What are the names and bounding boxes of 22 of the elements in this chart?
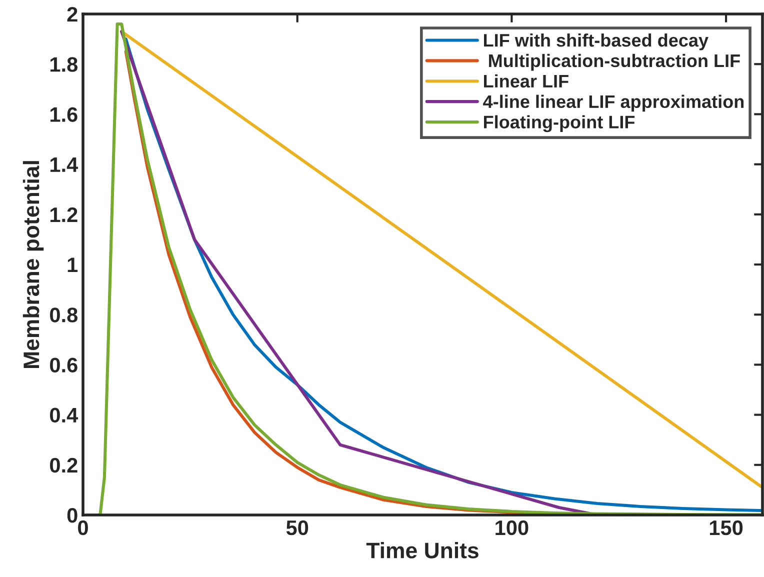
x-tick-label: 100	[496, 520, 528, 536]
legend-label: LIF with shift-based decay	[484, 33, 708, 50]
x-axis-title: Time Units	[366, 542, 478, 558]
y-tick-label: 1.6	[50, 107, 78, 122]
x-tick-label: 50	[286, 520, 308, 536]
y-tick-label: 1.4	[50, 158, 78, 172]
legend-label: Multiplication-subtraction LIF	[489, 54, 740, 71]
y-tick-label: 2	[67, 7, 78, 22]
y-tick-label: 1	[68, 258, 78, 272]
y-tick-label: 1.8	[50, 57, 78, 72]
y-tick-label: 0	[67, 508, 78, 523]
legend-label: Linear LIF	[484, 74, 568, 88]
legend-label: Floating-point LIF	[484, 115, 635, 132]
x-tick-label: 150	[710, 520, 743, 536]
legend-label: 4-line linear LIF approximation	[483, 94, 744, 112]
y-tick-label: 1.2	[50, 207, 78, 222]
y-tick-label: 0.6	[50, 358, 78, 372]
y-tick-label: 0.2	[50, 458, 78, 473]
y-axis-title: Membrane potential	[22, 161, 44, 368]
y-tick-label: 0.8	[50, 308, 78, 322]
y-tick-label: 0.4	[50, 408, 78, 423]
x-tick-label: 0	[78, 520, 88, 536]
